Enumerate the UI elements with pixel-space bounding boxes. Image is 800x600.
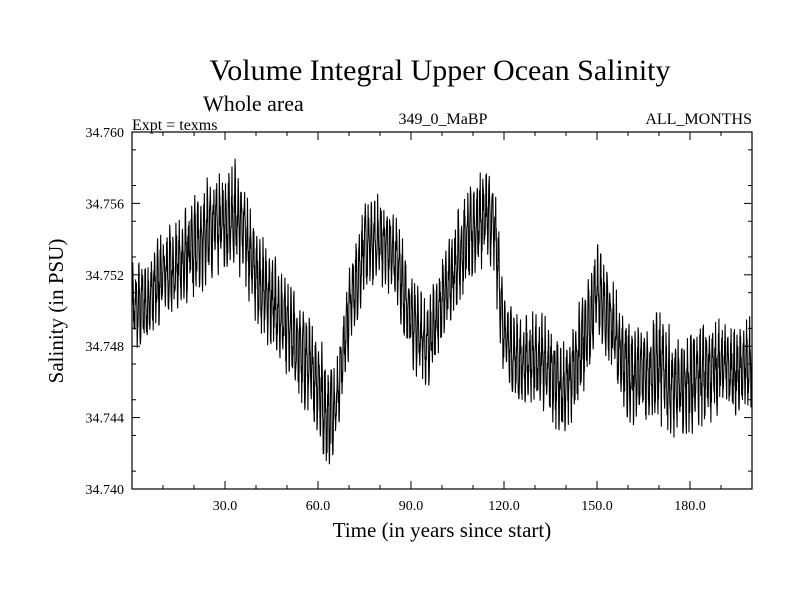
months-label: ALL_MONTHS [645,111,752,128]
y-tick-label: 34.756 [86,197,125,212]
y-tick-label: 34.740 [86,483,125,498]
x-tick-label: 90.0 [399,499,424,514]
chart-subtitle: Whole area [203,91,304,116]
x-axis-label: Time (in years since start) [333,518,552,542]
experiment-label: Expt = texms [132,117,217,134]
run-label: 349_0_MaBP [399,111,488,128]
x-axis-ticks: 30.0 60.0 90.0 120.0 150.0 180.0 [162,132,722,514]
y-axis-ticks: 34.740 34.744 34.748 34.752 34.756 34.760 [86,126,752,498]
x-tick-label: 150.0 [581,499,613,514]
salinity-series-line [131,158,753,465]
x-tick-label: 60.0 [306,499,331,514]
y-tick-label: 34.760 [86,126,125,141]
y-axis-label: Salinity (in PSU) [44,239,68,384]
chart-title: Volume Integral Upper Ocean Salinity [210,54,671,87]
y-tick-label: 34.752 [86,269,125,284]
y-tick-label: 34.748 [86,340,125,355]
x-tick-label: 120.0 [488,499,520,514]
y-tick-label: 34.744 [86,412,125,427]
plot-layer [131,158,753,465]
plot-frame [131,131,753,490]
x-tick-label: 180.0 [674,499,706,514]
x-tick-label: 30.0 [213,499,238,514]
